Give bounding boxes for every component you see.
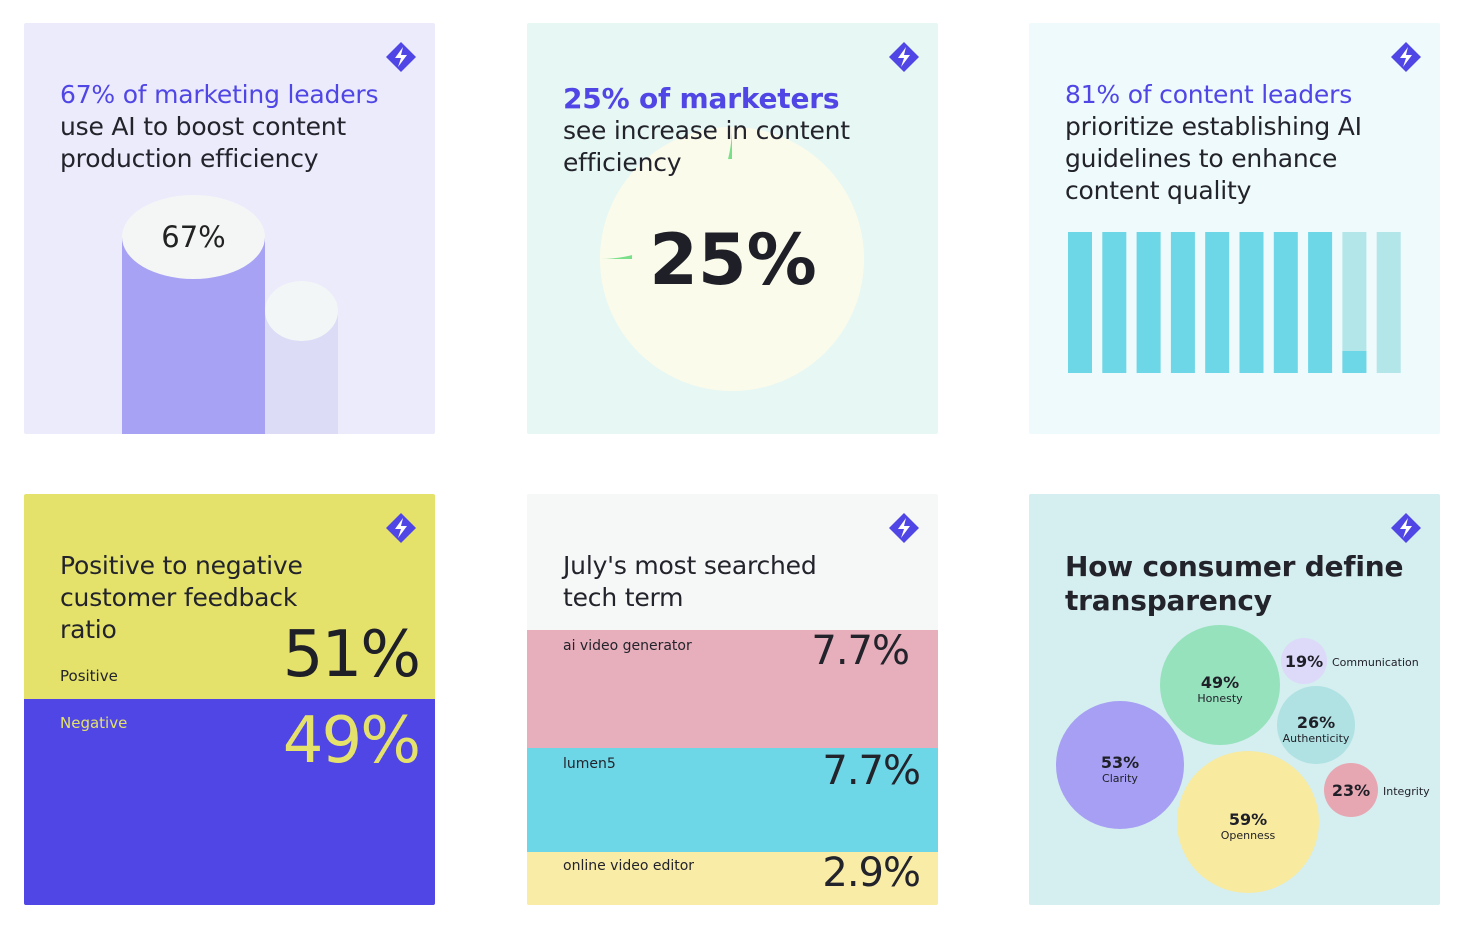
bar-empty — [1342, 232, 1367, 373]
data-label: 25% — [649, 219, 817, 301]
bar-filled — [1342, 351, 1367, 373]
brand-logo-icon — [386, 42, 416, 72]
chart-card-transparency: How consumer define transparency 49% Hone… — [1029, 494, 1440, 905]
brand-logo-icon — [889, 513, 919, 543]
chart-title: How consumer define transparency — [1065, 550, 1404, 617]
chart-card-feedback: Positive to negative customer feedback r… — [24, 494, 435, 905]
bubble-chart: 49%Honesty 19% Communication 26%Authenticit… — [1056, 625, 1430, 893]
table-row: ai video generator 7.7% — [527, 628, 938, 748]
term-value: 2.9% — [822, 850, 921, 896]
bubble-clarity — [1056, 701, 1184, 829]
bar-filled — [1068, 232, 1092, 373]
brand-logo-icon — [889, 42, 919, 72]
bubble-authenticity — [1277, 686, 1355, 764]
chart-title: 67% of marketing leaders use AI to boost… — [60, 79, 420, 175]
term-value: 7.7% — [822, 748, 921, 794]
bubble-integrity — [1324, 763, 1378, 817]
bar-filled — [1308, 232, 1333, 373]
title-rest: see increase in content efficiency — [563, 116, 850, 177]
chart-card-search-terms: July's most searched tech term ai video … — [527, 494, 938, 905]
brand-logo-icon — [386, 513, 416, 543]
positive-label: Positive — [60, 667, 118, 685]
bubble-honesty — [1160, 625, 1280, 745]
chart-title: Positive to negative customer feedback r… — [60, 551, 303, 644]
bar-filled — [1170, 232, 1195, 373]
bar-filled — [1239, 232, 1264, 373]
title-highlight: 25% of marketers — [563, 82, 840, 115]
table-row: lumen5 7.7% — [527, 748, 938, 852]
chart-title: July's most searched tech term — [563, 551, 817, 612]
bar-filled — [1205, 232, 1230, 373]
bubble-value: 23% — [1332, 781, 1370, 800]
bubble-value: 59% — [1229, 810, 1267, 829]
bar-filled — [1136, 232, 1161, 373]
cylinder-other-top — [265, 281, 338, 341]
brand-logo-icon — [1391, 42, 1421, 72]
chart-card-ai-usage: 67% of marketing leaders use AI to boost… — [24, 23, 435, 434]
title-rest: use AI to boost content production effic… — [60, 112, 347, 173]
donut-hole — [632, 159, 832, 359]
bubble-label: Communication — [1332, 656, 1419, 669]
bar-empty — [1376, 232, 1401, 373]
bubble-value: 19% — [1285, 652, 1323, 671]
bar-filled — [1273, 232, 1298, 373]
negative-value: 49% — [282, 704, 421, 778]
positive-value: 51% — [282, 618, 421, 692]
data-label: 67% — [161, 220, 225, 254]
title-highlight: 81% of content leaders — [1065, 80, 1353, 109]
brand-logo-icon — [1391, 513, 1421, 543]
bar-filled — [1102, 232, 1127, 373]
chart-card-efficiency: 25% 25% of marketers see increase in con… — [527, 23, 938, 434]
bubble-label: Authenticity — [1283, 732, 1350, 745]
negative-label: Negative — [60, 714, 128, 732]
chart-title: 25% of marketers see increase in content… — [563, 83, 883, 179]
cylinder-ai-users-top — [122, 195, 265, 279]
title-rest: prioritize establishing AI guidelines to… — [1065, 112, 1362, 205]
bubble-label: Integrity — [1383, 785, 1430, 798]
negative-bar — [24, 699, 435, 905]
bubble-value: 53% — [1101, 753, 1139, 772]
bubble-label: Honesty — [1197, 692, 1243, 705]
term-label: lumen5 — [563, 756, 616, 772]
bubble-label: Openness — [1221, 829, 1276, 842]
chart-card-guidelines: 81% of content leaders prioritize establ… — [1029, 23, 1440, 434]
bubble-value: 26% — [1297, 713, 1335, 732]
bar-chart — [1068, 232, 1401, 373]
term-value: 7.7% — [811, 628, 910, 674]
title-highlight: 67% of marketing leaders — [60, 80, 379, 109]
term-label: online video editor — [563, 858, 695, 874]
chart-title: 81% of content leaders prioritize establ… — [1065, 79, 1425, 207]
table-row: online video editor 2.9% — [527, 850, 938, 905]
bubble-value: 49% — [1201, 673, 1239, 692]
donut-chart: 25% — [600, 127, 864, 391]
cylinder-chart: 67% — [122, 195, 338, 434]
bubble-label: Clarity — [1102, 772, 1138, 785]
term-label: ai video generator — [563, 638, 692, 654]
bubble-openness — [1177, 751, 1319, 893]
bubble-communication — [1281, 638, 1327, 684]
